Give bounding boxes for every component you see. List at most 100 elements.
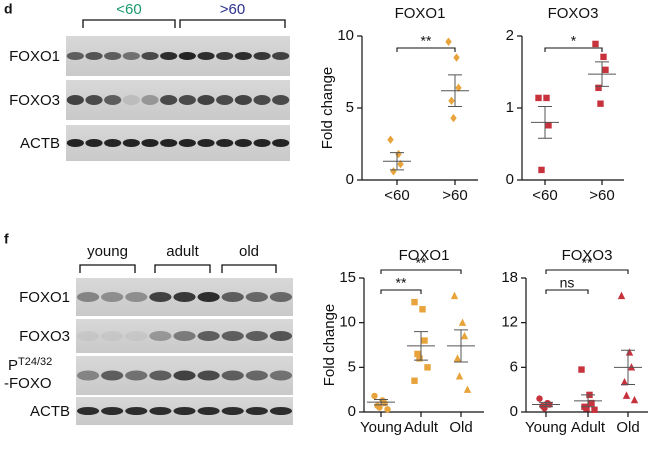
data-point — [414, 350, 421, 358]
blot-band — [245, 370, 268, 381]
blot-band — [272, 95, 290, 105]
significance-label: ** — [396, 275, 407, 291]
blot — [66, 80, 290, 120]
blot — [66, 125, 290, 161]
blot-band — [197, 52, 215, 60]
data-point — [545, 122, 552, 129]
data-point — [371, 392, 378, 400]
chart-title: FOXO3 — [548, 5, 599, 22]
data-point — [384, 406, 391, 413]
data-point — [591, 406, 598, 413]
y-tick-label: 10 — [339, 314, 356, 331]
x-tick-label: Young — [360, 419, 402, 436]
blot-band — [216, 139, 234, 147]
row-label: ACTB — [20, 135, 60, 152]
blot-band — [178, 139, 196, 147]
x-tick-label: <60 — [384, 187, 409, 204]
blot-band — [221, 292, 244, 302]
y-tick-label: 5 — [348, 358, 356, 375]
data-point — [419, 306, 426, 313]
data-point — [583, 405, 590, 412]
error-bar — [454, 329, 468, 363]
blot-band — [85, 139, 103, 147]
significance-label: ** — [582, 255, 593, 271]
blot-band — [122, 95, 140, 105]
blot-band — [104, 139, 122, 147]
blot-band — [253, 139, 271, 147]
data-point — [578, 366, 585, 373]
data-point — [453, 354, 462, 362]
blot-band — [125, 331, 148, 341]
blot-band — [149, 370, 172, 381]
blot-band — [85, 52, 103, 60]
group-label: >60 — [220, 1, 245, 18]
data-point — [376, 404, 383, 411]
data-point — [627, 363, 636, 371]
blot-band — [76, 292, 100, 302]
data-point — [445, 37, 452, 46]
blot-band — [197, 407, 220, 415]
y-tick-label: 5 — [346, 99, 354, 116]
significance-bracket — [396, 47, 456, 52]
significance-label: ** — [416, 255, 427, 271]
blot-band — [76, 407, 100, 415]
blot-band — [245, 407, 268, 415]
blot-band — [197, 292, 220, 302]
error-bar — [374, 398, 388, 406]
blot-band — [269, 292, 293, 302]
significance-label: ** — [421, 33, 432, 49]
group-bracket — [154, 264, 211, 273]
data-point — [455, 83, 462, 93]
error-bar — [390, 152, 404, 171]
blot-band — [173, 407, 196, 415]
blot-band — [173, 331, 196, 341]
x-tick-label: <60 — [532, 187, 557, 204]
blot-band — [122, 52, 140, 60]
error-bar — [539, 401, 553, 408]
group-label: old — [239, 243, 259, 260]
group-bracket — [82, 19, 176, 28]
data-point — [411, 298, 418, 306]
data-point — [421, 337, 428, 344]
y-tick-label: 0 — [510, 403, 518, 420]
data-point — [448, 96, 455, 105]
blot-band — [253, 95, 271, 105]
blot-band — [141, 95, 159, 105]
significance-label: ns — [560, 275, 575, 291]
data-point — [453, 53, 460, 62]
group-bracket — [221, 264, 277, 273]
significance-label: * — [571, 33, 577, 49]
blot-band — [245, 292, 268, 302]
blot-band — [234, 95, 252, 105]
blot-band — [104, 52, 122, 60]
y-axis-label: Fold change — [321, 304, 338, 387]
data-point — [541, 405, 548, 412]
blot-band — [125, 292, 148, 302]
blot-band — [101, 370, 124, 381]
y-tick-label: 15 — [339, 269, 356, 286]
blot-band — [269, 407, 293, 415]
significance-bracket — [380, 289, 422, 294]
chart-title: FOXO3 — [562, 247, 613, 264]
blot-band — [269, 370, 293, 381]
blot-band — [173, 370, 196, 381]
error-bar — [538, 106, 552, 139]
data-point — [424, 364, 431, 371]
data-point — [387, 135, 394, 144]
data-point — [600, 53, 607, 61]
row-label-part: T24/32 — [18, 356, 52, 368]
data-point — [617, 291, 626, 300]
significance-bracket — [380, 269, 462, 274]
blot-band — [269, 331, 293, 341]
data-point — [455, 372, 464, 380]
data-point — [630, 395, 639, 404]
blot-band — [197, 139, 215, 147]
data-point — [390, 167, 397, 176]
significance-bracket — [544, 47, 603, 52]
y-axis-label: Fold change — [319, 67, 336, 150]
blot-band — [66, 52, 84, 60]
blot-band — [160, 139, 178, 147]
blot-band — [245, 331, 268, 341]
blot-band — [76, 331, 100, 341]
